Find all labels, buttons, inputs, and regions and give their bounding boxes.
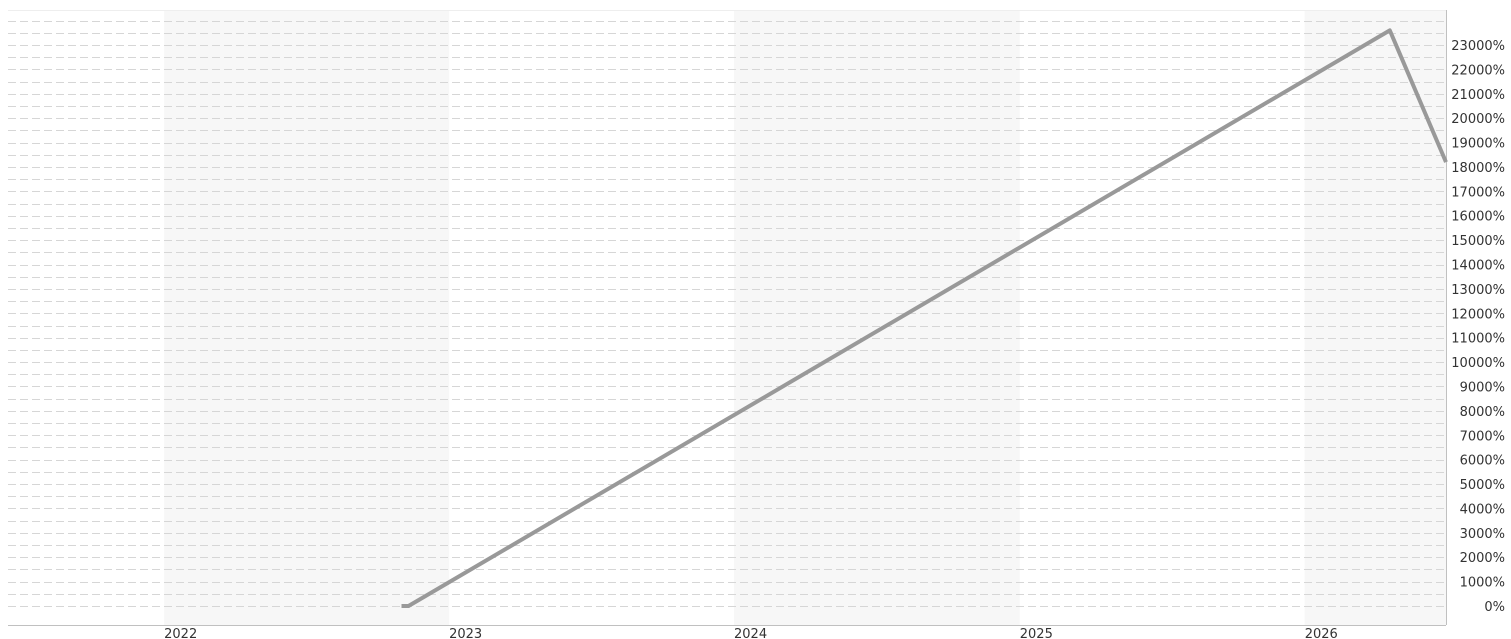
- y-tick-label: 5000%: [1460, 478, 1505, 493]
- year-bands: [164, 10, 1446, 625]
- y-tick-label: 4000%: [1460, 502, 1505, 517]
- y-tick-label: 8000%: [1460, 405, 1505, 420]
- y-tick-label: 3000%: [1460, 527, 1505, 542]
- y-tick-label: 2000%: [1460, 551, 1505, 566]
- y-tick-label: 6000%: [1460, 454, 1505, 469]
- series-line: [401, 28, 1448, 608]
- y-tick-labels: 0% 1000% 2000% 3000% 4000% 5000% 6000% 7000% 800…: [1451, 39, 1505, 615]
- x-tick-label: 2023: [449, 627, 482, 639]
- y-tick-label: 10000%: [1451, 356, 1505, 371]
- y-tick-label: 1000%: [1460, 576, 1505, 591]
- y-tick-label: 18000%: [1451, 161, 1505, 176]
- y-tick-label: 22000%: [1451, 63, 1505, 78]
- y-tick-label: 9000%: [1460, 380, 1505, 395]
- x-tick-label: 2026: [1305, 627, 1338, 639]
- year-band: [734, 10, 1020, 625]
- y-tick-label: 11000%: [1451, 332, 1505, 347]
- y-tick-label: 0%: [1484, 600, 1505, 615]
- y-tick-label: 21000%: [1451, 88, 1505, 103]
- y-tick-label: 17000%: [1451, 185, 1505, 200]
- y-tick-label: 15000%: [1451, 234, 1505, 249]
- y-tick-label: 12000%: [1451, 307, 1505, 322]
- y-tick-label: 19000%: [1451, 137, 1505, 152]
- y-tick-label: 7000%: [1460, 429, 1505, 444]
- year-band: [1304, 10, 1446, 625]
- axes: [8, 10, 1447, 626]
- y-tick-label: 13000%: [1451, 283, 1505, 298]
- x-tick-label: 2025: [1020, 627, 1053, 639]
- x-tick-label: 2024: [734, 627, 767, 639]
- y-tick-label: 16000%: [1451, 210, 1505, 225]
- x-tick-label: 2022: [164, 627, 197, 639]
- series-layer: [401, 28, 1448, 608]
- y-tick-label: 14000%: [1451, 259, 1505, 274]
- y-tick-label: 20000%: [1451, 112, 1505, 127]
- y-tick-label: 23000%: [1451, 39, 1505, 54]
- year-band: [164, 10, 450, 625]
- x-tick-labels: 2022 2023 2024 2025 2026: [164, 627, 1338, 639]
